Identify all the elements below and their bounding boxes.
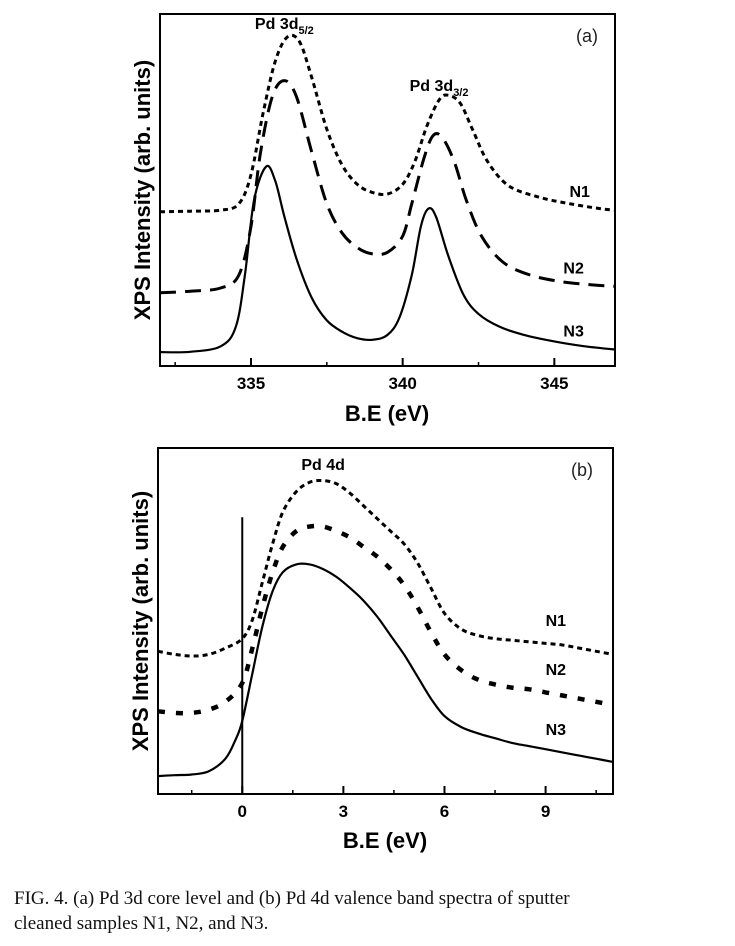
series-label-n1: N1 bbox=[570, 184, 591, 201]
panel-b: (b) 0 3 6 9 Pd 4d N1 N2 N3 B.E (eV) XPS Inten… bbox=[128, 447, 614, 853]
x-tick-label: 6 bbox=[440, 802, 449, 821]
peak-annotation: Pd 3d5/2 bbox=[255, 16, 314, 37]
panel-label: (b) bbox=[571, 460, 593, 480]
series-labels: N1 N2 N3 bbox=[563, 184, 590, 340]
peak-annotation: Pd 4d bbox=[301, 457, 345, 474]
curves bbox=[157, 479, 614, 778]
series-line-n2 bbox=[159, 79, 616, 295]
y-axis-title: XPS Intensity (arb. units) bbox=[130, 60, 155, 320]
figure-caption: FIG. 4. (a) Pd 3d core level and (b) Pd … bbox=[14, 886, 729, 936]
peak-annotations: Pd 4d bbox=[301, 457, 345, 474]
plot-frame bbox=[157, 447, 614, 795]
caption-line-1: FIG. 4. (a) Pd 3d core level and (b) Pd … bbox=[14, 888, 570, 909]
x-tick-label: 345 bbox=[540, 374, 568, 393]
peak-annotations: Pd 3d5/2 Pd 3d3/2 bbox=[255, 16, 469, 99]
series-label-n3: N3 bbox=[546, 722, 567, 739]
plot-frame bbox=[159, 13, 616, 367]
series-line-n1 bbox=[157, 479, 614, 658]
series-label-n2: N2 bbox=[563, 260, 584, 277]
caption-line-2: cleaned samples N1, N2, and N3. bbox=[14, 913, 269, 934]
series-label-n2: N2 bbox=[546, 662, 567, 679]
x-axis-title: B.E (eV) bbox=[345, 401, 429, 426]
x-tick-label: 340 bbox=[388, 374, 416, 393]
x-tick-label: 335 bbox=[237, 374, 265, 393]
curves bbox=[159, 33, 616, 354]
panel-label: (a) bbox=[576, 26, 598, 46]
x-tick-label: 9 bbox=[541, 802, 550, 821]
x-axis-title: B.E (eV) bbox=[343, 828, 427, 853]
series-label-n3: N3 bbox=[563, 324, 584, 341]
series-line-n2 bbox=[157, 523, 614, 716]
x-ticks: 0 3 6 9 bbox=[190, 786, 597, 821]
x-ticks: 335 340 345 bbox=[174, 358, 569, 393]
figure: (a) 335 340 345 Pd 3d5/2 Pd 3d3/2 N1 N2 N3 B.… bbox=[128, 13, 616, 853]
series-label-n1: N1 bbox=[546, 613, 567, 630]
x-tick-label: 3 bbox=[339, 802, 348, 821]
peak-annotation: Pd 3d3/2 bbox=[410, 78, 469, 99]
x-tick-label: 0 bbox=[238, 802, 247, 821]
series-line-n3 bbox=[159, 164, 616, 354]
series-line-n1 bbox=[159, 33, 616, 214]
y-axis-title: XPS Intensity (arb. units) bbox=[128, 491, 153, 751]
series-line-n3 bbox=[157, 562, 614, 778]
series-labels: N1 N2 N3 bbox=[546, 613, 567, 739]
panel-a: (a) 335 340 345 Pd 3d5/2 Pd 3d3/2 N1 N2 N3 B.… bbox=[130, 13, 616, 426]
